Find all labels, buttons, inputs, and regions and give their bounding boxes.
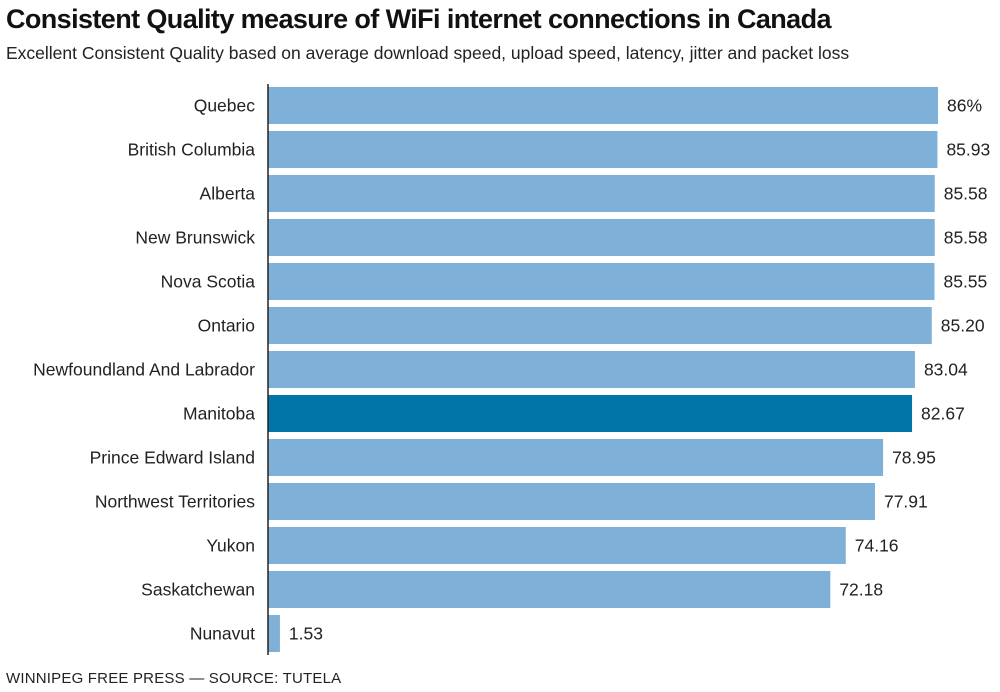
category-label-11: Saskatchewan — [141, 580, 255, 600]
bar-4 — [268, 263, 935, 300]
bar-3 — [268, 219, 935, 256]
bar-10 — [268, 527, 846, 564]
bar-0 — [268, 87, 938, 124]
category-label-9: Northwest Territories — [95, 492, 255, 512]
category-label-10: Yukon — [206, 536, 255, 556]
category-label-7: Manitoba — [183, 404, 255, 424]
chart-subtitle: Excellent Consistent Quality based on av… — [6, 43, 850, 63]
value-label-4: 85.55 — [943, 272, 987, 292]
bar-5 — [268, 307, 932, 344]
value-label-0: 86% — [947, 96, 982, 116]
bar-6 — [268, 351, 915, 388]
chart-title: Consistent Quality measure of WiFi inter… — [6, 4, 832, 34]
category-label-3: New Brunswick — [135, 228, 255, 248]
bar-8 — [268, 439, 884, 476]
category-label-6: Newfoundland And Labrador — [33, 360, 255, 380]
bar-11 — [268, 571, 831, 608]
category-label-2: Alberta — [200, 184, 256, 204]
value-label-12: 1.53 — [289, 624, 323, 644]
value-label-10: 74.16 — [855, 536, 899, 556]
source-credit: WINNIPEG FREE PRESS — SOURCE: TUTELA — [6, 670, 342, 687]
category-label-0: Quebec — [194, 96, 256, 116]
category-label-1: British Columbia — [128, 140, 256, 160]
bar-2 — [268, 175, 935, 212]
category-label-4: Nova Scotia — [161, 272, 256, 292]
value-label-3: 85.58 — [944, 228, 988, 248]
category-label-5: Ontario — [198, 316, 255, 336]
bar-9 — [268, 483, 875, 520]
category-label-8: Prince Edward Island — [90, 448, 255, 468]
category-label-12: Nunavut — [190, 624, 255, 644]
value-label-5: 85.20 — [941, 316, 985, 336]
value-label-6: 83.04 — [924, 360, 968, 380]
value-label-9: 77.91 — [884, 492, 928, 512]
value-label-7: 82.67 — [921, 404, 965, 424]
value-label-2: 85.58 — [944, 184, 988, 204]
bar-7 — [268, 395, 913, 432]
value-label-1: 85.93 — [946, 140, 990, 160]
value-label-8: 78.95 — [892, 448, 936, 468]
value-label-11: 72.18 — [839, 580, 883, 600]
bar-12 — [268, 615, 280, 652]
bar-1 — [268, 131, 938, 168]
